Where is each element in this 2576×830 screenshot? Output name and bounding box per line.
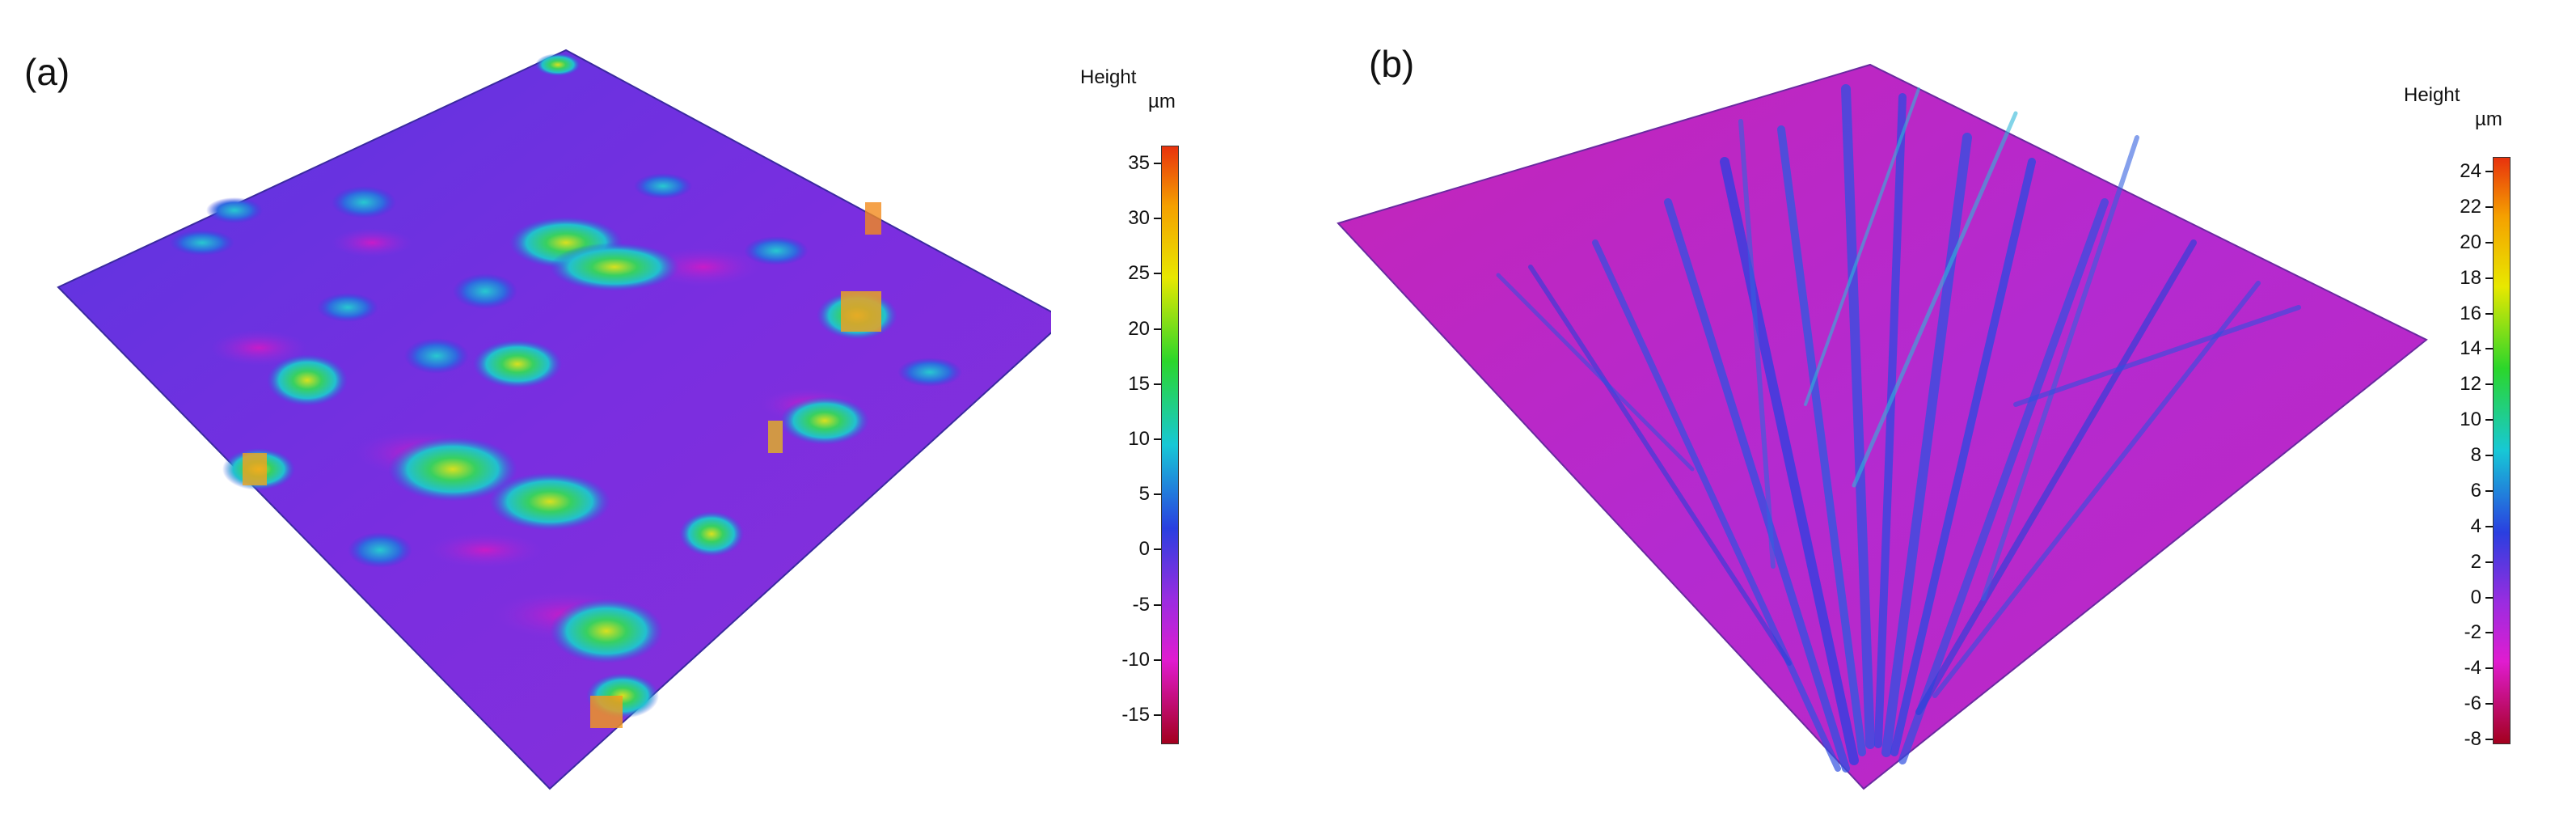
colorbar-tick-label: -4 (2464, 657, 2481, 680)
colorbar-tick (2485, 703, 2493, 705)
colorbar-tick (1154, 328, 1161, 330)
surface-3d-plot-a (57, 49, 1051, 790)
colorbar-tick (2485, 739, 2493, 740)
colorbar-tick-label: 30 (1128, 207, 1150, 230)
colorbar-tick-label: -5 (1132, 593, 1150, 616)
colorbar-tick-label: -15 (1121, 704, 1150, 726)
panel-a: (a) (24, 49, 1179, 790)
colorbar-tick (2485, 171, 2493, 172)
colorbar-tick (1154, 714, 1161, 716)
colorbar-tick-label: 22 (2460, 195, 2481, 218)
colorbar-tick-label: 6 (2470, 479, 2481, 502)
colorbar-tick-label: 5 (1138, 483, 1150, 506)
surface-3d-plot-b (1337, 63, 2428, 790)
colorbar-tick-label: 35 (1128, 152, 1150, 174)
bumps-a (170, 53, 962, 718)
colorbar-tick-label: -2 (2464, 621, 2481, 644)
colorbar-tick-label: 4 (2470, 515, 2481, 537)
colorbar-a (1161, 146, 1179, 744)
colorbar-tick-label: 12 (2460, 373, 2481, 396)
colorbar-tick (2485, 489, 2493, 492)
colorbar-title: Height (1080, 66, 1137, 88)
colorbar-tick (1154, 438, 1161, 440)
colorbar-tick (1154, 603, 1161, 606)
colorbar-tick (2485, 525, 2493, 527)
colorbar-tick-label: 10 (2460, 409, 2481, 431)
colorbar-tick (2485, 632, 2493, 634)
colorbar-b (2493, 157, 2511, 744)
colorbar-tick (2485, 561, 2493, 563)
colorbar-tick-label: 16 (2460, 302, 2481, 324)
colorbar-tick (2485, 205, 2493, 208)
walls-a (243, 202, 881, 728)
panel-b: (b) (1288, 0, 2576, 830)
colorbar-tick-label: 8 (2470, 444, 2481, 466)
colorbar-tick (1154, 273, 1161, 275)
colorbar-tick (2485, 419, 2493, 421)
colorbar-tick (2485, 596, 2493, 599)
colorbar-tick (1154, 218, 1161, 220)
colorbar-tick-label: 0 (2470, 586, 2481, 608)
colorbar-tick-label: 25 (1128, 262, 1150, 285)
colorbar-tick (2485, 455, 2493, 456)
colorbar-tick (2485, 277, 2493, 279)
colorbar-tick (1154, 163, 1161, 164)
colorbar-tick-label: -6 (2464, 692, 2481, 715)
colorbar-tick-label: 20 (1128, 317, 1150, 340)
colorbar-tick-label: -10 (1121, 648, 1150, 671)
colorbar-tick (1154, 493, 1161, 496)
colorbar-unit: µm (1148, 91, 1176, 112)
colorbar-tick (2485, 312, 2493, 315)
colorbar-tick (1154, 658, 1161, 661)
colorbar-tick-label: -8 (2464, 728, 2481, 750)
colorbar-title: Height (2404, 84, 2460, 106)
colorbar-tick (2485, 383, 2493, 386)
colorbar-unit: µm (2475, 108, 2502, 130)
colorbar-tick-label: 24 (2460, 160, 2481, 182)
colorbar-tick-label: 14 (2460, 337, 2481, 360)
colorbar-tick-label: 18 (2460, 266, 2481, 289)
colorbar-tick-label: 15 (1128, 372, 1150, 395)
colorbar-tick (2485, 348, 2493, 350)
colorbar-tick (2485, 241, 2493, 243)
colorbar-tick-label: 0 (1138, 538, 1150, 561)
colorbar-tick-label: 20 (2460, 231, 2481, 253)
colorbar-tick-label: 10 (1128, 428, 1150, 450)
colorbar-tick (1154, 383, 1161, 385)
panel-label: (a) (24, 51, 70, 93)
colorbar-tick (1154, 548, 1161, 551)
grooves-b (1496, 84, 2301, 773)
colorbar-tick (2485, 667, 2493, 670)
colorbar-tick-label: 2 (2470, 550, 2481, 573)
panel-label: (b) (1369, 43, 1415, 85)
